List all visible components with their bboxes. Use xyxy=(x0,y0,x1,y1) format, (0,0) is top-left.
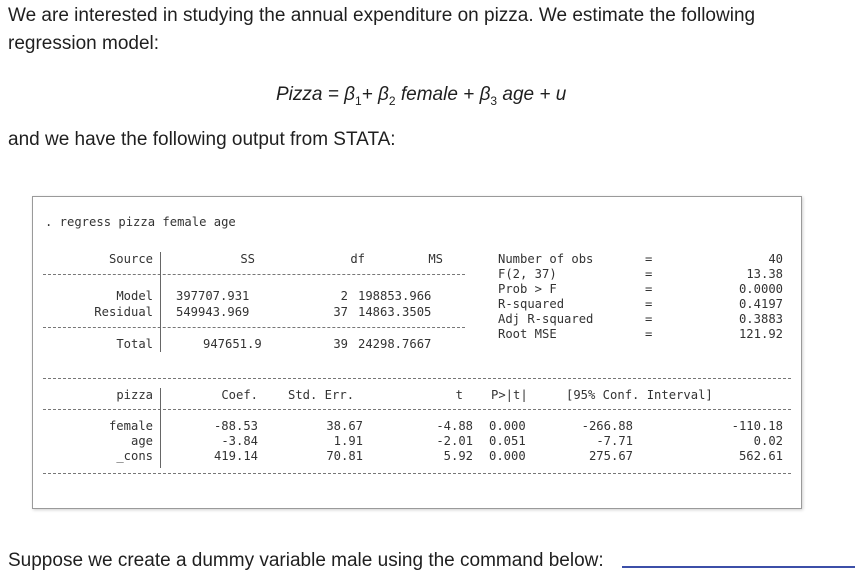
coef-se: 70.81 xyxy=(326,449,363,463)
stat-label-f: F(2, 37) xyxy=(498,267,557,281)
anova-df-model: 2 xyxy=(340,289,348,303)
coef-column-divider xyxy=(160,388,161,468)
stat-value-rmse: 121.92 xyxy=(738,327,783,341)
stat-label-nobs: Number of obs xyxy=(498,252,594,266)
coef-p: 0.000 xyxy=(489,449,526,463)
coef-t: -4.88 xyxy=(436,419,473,433)
intro-paragraph: We are interested in studying the annual… xyxy=(8,5,756,54)
anova-header-ss: SS xyxy=(240,252,255,266)
anova-df-total: 39 xyxy=(333,337,348,351)
anova-header-ms: MS xyxy=(428,252,443,266)
output-intro: and we have the following output from ST… xyxy=(8,129,396,150)
coef-bottom-rule xyxy=(43,473,791,474)
coef-header-rule xyxy=(43,409,791,410)
stat-value-adjr2: 0.3883 xyxy=(738,312,783,326)
stat-value-probf: 0.0000 xyxy=(738,282,783,296)
coef-value: 419.14 xyxy=(213,449,258,463)
stat-label-rmse: Root MSE xyxy=(498,327,557,341)
anova-source-model: Model xyxy=(116,289,153,303)
stata-command: . regress pizza female age xyxy=(45,215,236,229)
regression-equation: Pizza = β1+ β2 female + β3 age + u xyxy=(276,84,567,108)
coef-value: -3.84 xyxy=(221,434,258,448)
coef-ci-high: -110.18 xyxy=(731,419,783,433)
coef-value: -88.53 xyxy=(213,419,258,433)
stat-value-r2: 0.4197 xyxy=(738,297,783,311)
coef-top-rule xyxy=(43,378,791,379)
coef-p: 0.000 xyxy=(489,419,526,433)
anova-source-total: Total xyxy=(116,337,153,351)
anova-ms-total: 24298.7667 xyxy=(358,337,432,351)
coef-se: 38.67 xyxy=(326,419,363,433)
coef-p: 0.051 xyxy=(489,434,526,448)
coef-header-t: t xyxy=(455,388,463,402)
anova-df-residual: 37 xyxy=(333,305,348,319)
coef-header-dep: pizza xyxy=(116,388,153,402)
anova-ms-model: 198853.966 xyxy=(358,289,432,303)
stat-label-probf: Prob > F xyxy=(498,282,557,296)
coef-header-ci: [95% Conf. Interval] xyxy=(566,388,713,402)
question-text: Suppose we create a dummy variable male … xyxy=(8,550,604,571)
coef-ci-low: -7.71 xyxy=(596,434,633,448)
anova-source-residual: Residual xyxy=(94,305,153,319)
coef-var: female xyxy=(108,419,153,433)
coef-header-coef: Coef. xyxy=(221,388,258,402)
stat-value-f: 13.38 xyxy=(746,267,783,281)
anova-column-divider xyxy=(160,252,161,352)
stat-label-r2: R-squared xyxy=(498,297,565,311)
anova-header-source: Source xyxy=(108,252,153,266)
coef-ci-high: 0.02 xyxy=(753,434,783,448)
stat-value-nobs: 40 xyxy=(768,252,783,266)
coef-header-p: P>|t| xyxy=(491,388,528,402)
anova-ss-residual: 549943.969 xyxy=(176,305,250,319)
anova-ms-residual: 14863.3505 xyxy=(358,305,432,319)
anova-ss-model: 397707.931 xyxy=(176,289,250,303)
anova-header-df: df xyxy=(350,252,365,266)
coef-t: 5.92 xyxy=(443,449,473,463)
anova-header-rule xyxy=(43,274,465,275)
coef-t: -2.01 xyxy=(436,434,473,448)
coef-ci-low: 275.67 xyxy=(588,449,633,463)
coef-se: 1.91 xyxy=(333,434,363,448)
coef-ci-high: 562.61 xyxy=(738,449,783,463)
answer-blank-line[interactable] xyxy=(622,566,855,568)
stata-output-box: . regress pizza female age Source SS df … xyxy=(32,196,802,509)
stat-label-adjr2: Adj R-squared xyxy=(498,312,594,326)
coef-header-se: Std. Err. xyxy=(288,388,355,402)
anova-ss-total: 947651.9 xyxy=(203,337,262,351)
coef-var: age xyxy=(130,434,153,448)
coef-var: _cons xyxy=(116,449,153,463)
coef-ci-low: -266.88 xyxy=(581,419,633,433)
anova-total-rule xyxy=(43,327,465,328)
